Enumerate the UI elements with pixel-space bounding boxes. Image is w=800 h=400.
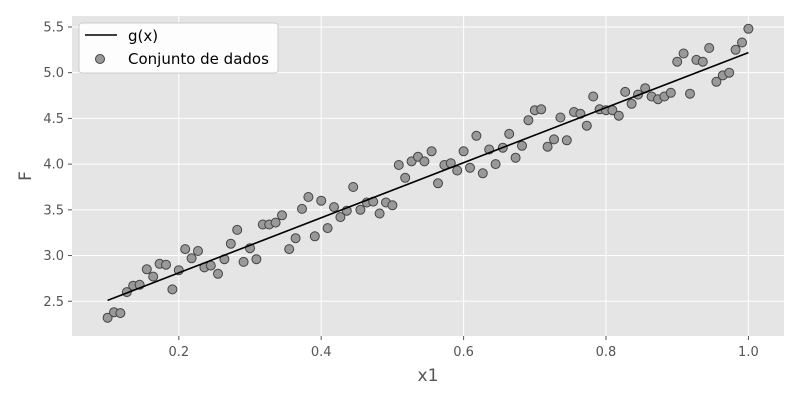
grid-lines <box>72 16 784 336</box>
data-point <box>523 115 534 126</box>
legend: g(x) Conjunto de dados <box>78 22 279 74</box>
data-point <box>393 160 404 170</box>
x-tick-label: 0.4 <box>311 345 332 360</box>
data-point <box>329 202 339 213</box>
legend-label-line: g(x) <box>128 27 158 45</box>
data-point <box>581 120 592 131</box>
y-tick-label: 4.0 <box>43 158 64 173</box>
data-point <box>490 159 501 170</box>
data-point <box>213 268 223 279</box>
data-point <box>510 152 521 163</box>
data-point <box>355 204 366 215</box>
data-point <box>141 264 152 275</box>
data-point <box>452 165 463 176</box>
data-point <box>387 200 398 211</box>
data-point <box>225 238 236 249</box>
data-point <box>620 86 631 97</box>
data-point <box>555 112 566 123</box>
data-point <box>697 56 708 67</box>
data-point <box>238 256 249 267</box>
data-point <box>743 23 754 34</box>
x-tick-label: 0.6 <box>453 345 474 360</box>
y-tick-label: 3.0 <box>43 249 64 264</box>
data-marks <box>102 23 754 323</box>
y-axis-ticks: 2.5 3.0 3.5 4.0 4.5 5.0 5.5 <box>43 20 72 310</box>
legend-box <box>78 22 279 74</box>
data-point <box>270 217 281 228</box>
data-point <box>426 146 437 157</box>
data-point <box>465 162 475 173</box>
data-point <box>167 284 178 295</box>
data-point <box>665 87 676 98</box>
x-tick-label: 1.0 <box>738 345 759 360</box>
data-point <box>536 104 547 115</box>
data-point <box>290 233 301 244</box>
data-point <box>433 178 443 189</box>
data-point <box>374 208 385 219</box>
x-tick-label: 0.2 <box>168 345 189 360</box>
data-point <box>419 156 430 167</box>
data-point <box>303 192 314 202</box>
data-point <box>613 110 624 121</box>
data-point <box>251 254 262 265</box>
data-point <box>161 259 171 270</box>
data-point <box>685 88 695 99</box>
data-point <box>277 210 287 221</box>
x-tick-label: 0.8 <box>596 345 617 360</box>
data-point <box>704 43 715 53</box>
data-point <box>284 244 295 255</box>
data-point <box>102 312 113 323</box>
data-point <box>322 223 333 234</box>
data-point <box>517 140 527 151</box>
data-point <box>672 56 683 67</box>
data-point <box>730 44 741 55</box>
data-point <box>186 253 197 264</box>
data-point <box>297 203 307 214</box>
data-point <box>561 135 572 146</box>
data-point <box>180 244 191 255</box>
data-point <box>115 308 126 319</box>
data-point <box>348 182 359 192</box>
data-point <box>316 195 327 206</box>
legend-marker-swatch <box>95 54 105 64</box>
y-tick-label: 3.5 <box>43 203 64 218</box>
data-point <box>458 146 469 157</box>
data-point <box>471 130 482 141</box>
data-point <box>335 212 346 223</box>
data-point <box>724 67 735 78</box>
fit-line <box>107 51 749 302</box>
data-point <box>477 168 488 179</box>
data-point <box>549 134 559 145</box>
y-tick-label: 5.0 <box>43 66 64 81</box>
data-point <box>542 141 553 152</box>
data-point <box>232 224 243 235</box>
legend-label-scatter: Conjunto de dados <box>128 50 269 68</box>
y-tick-label: 5.5 <box>43 20 64 35</box>
y-tick-label: 4.5 <box>43 112 64 127</box>
data-point <box>148 271 159 282</box>
data-point <box>504 128 515 139</box>
data-point <box>626 98 637 109</box>
y-tick-label: 2.5 <box>43 295 64 310</box>
data-point <box>711 76 722 87</box>
data-point <box>588 91 599 102</box>
data-point <box>678 48 689 59</box>
data-point <box>737 37 747 48</box>
data-point <box>309 231 320 242</box>
data-point <box>193 246 203 256</box>
data-point <box>400 172 411 183</box>
x-axis-ticks: 0.2 0.4 0.6 0.8 1.0 <box>168 336 759 360</box>
y-axis-label: F <box>16 171 36 181</box>
x-axis-label: x1 <box>418 366 439 386</box>
